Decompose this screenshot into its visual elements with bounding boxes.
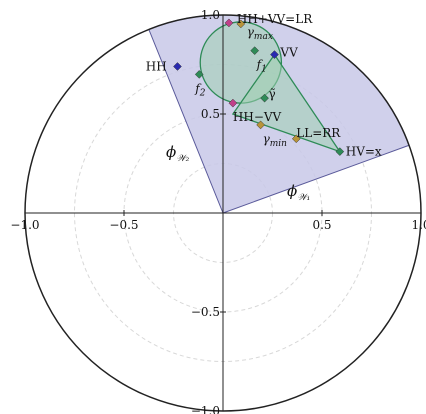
region-polygon: [231, 53, 342, 153]
point-7: [228, 98, 238, 108]
point-layer: [173, 18, 345, 156]
point-9: [291, 134, 301, 144]
point-4: [173, 62, 182, 71]
point-label-3: f1: [256, 58, 267, 75]
x-tick-label-3: 1.0: [411, 218, 426, 232]
point-6: [260, 93, 269, 103]
point-3: [250, 46, 260, 55]
y-tick-label-3: −1.0: [191, 404, 220, 414]
point-label-4: HH: [146, 59, 167, 73]
point-label-6: γ̃: [269, 87, 276, 101]
point-label-5: f2: [194, 81, 205, 98]
region-layer: [199, 21, 342, 153]
point-label-0: HH+VV=LR: [237, 12, 313, 26]
y-tick-label-2: −0.5: [191, 305, 220, 319]
sector-label-w2: ϕ𝒲₂: [166, 143, 190, 164]
point-label-10: HV=x: [346, 145, 382, 159]
x-tick-label-1: −0.5: [109, 218, 138, 232]
point-2: [270, 50, 279, 59]
point-5: [194, 70, 204, 79]
point-1: [236, 19, 246, 29]
point-0: [224, 18, 234, 28]
point-10: [335, 147, 345, 156]
point-label-2: VV: [279, 46, 298, 60]
x-tick-label-2: 0.5: [312, 218, 331, 232]
point-label-9: LL=RR: [296, 126, 341, 140]
y-tick-label-0: 1.0: [201, 8, 220, 22]
point-label-7: HH−VV: [233, 110, 282, 124]
x-tick-label-0: −1.0: [10, 218, 39, 232]
y-tick-label-1: 0.5: [201, 107, 220, 121]
point-8: [256, 120, 265, 130]
tick-layer: −1.0 −0.5 0.5 1.0 1.0 0.5 −0.5 −1.0: [10, 8, 426, 414]
